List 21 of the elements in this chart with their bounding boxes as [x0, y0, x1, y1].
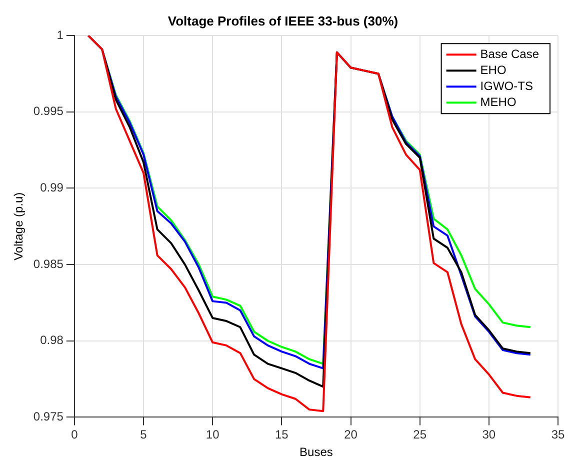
- x-tick-label: 25: [413, 428, 427, 442]
- legend-label: Base Case: [480, 46, 540, 61]
- x-tick-label: 35: [551, 428, 565, 442]
- x-tick-label: 30: [482, 428, 496, 442]
- y-tick-label: 0.99: [40, 180, 64, 195]
- y-tick-label: 0.98: [40, 333, 64, 348]
- legend-label: IGWO-TS: [480, 78, 533, 93]
- y-tick-label: 1: [56, 28, 64, 42]
- x-tick-label: 5: [140, 428, 148, 442]
- x-tick-label: 0: [71, 428, 78, 442]
- x-tick-label: 10: [206, 428, 220, 442]
- y-tick-label: 0.975: [33, 410, 64, 424]
- x-axis-title: Buses: [300, 445, 333, 460]
- chart-title: Voltage Profiles of IEEE 33-bus (30%): [168, 13, 398, 28]
- y-tick-label: 0.995: [33, 104, 64, 118]
- legend-label: MEHO: [480, 94, 516, 109]
- x-tick-label: 15: [274, 428, 289, 442]
- y-tick-label: 0.985: [33, 256, 64, 271]
- x-tick-label: 20: [344, 428, 358, 442]
- legend-label: EHO: [480, 62, 506, 77]
- y-axis-title: Voltage (p.u): [12, 192, 26, 260]
